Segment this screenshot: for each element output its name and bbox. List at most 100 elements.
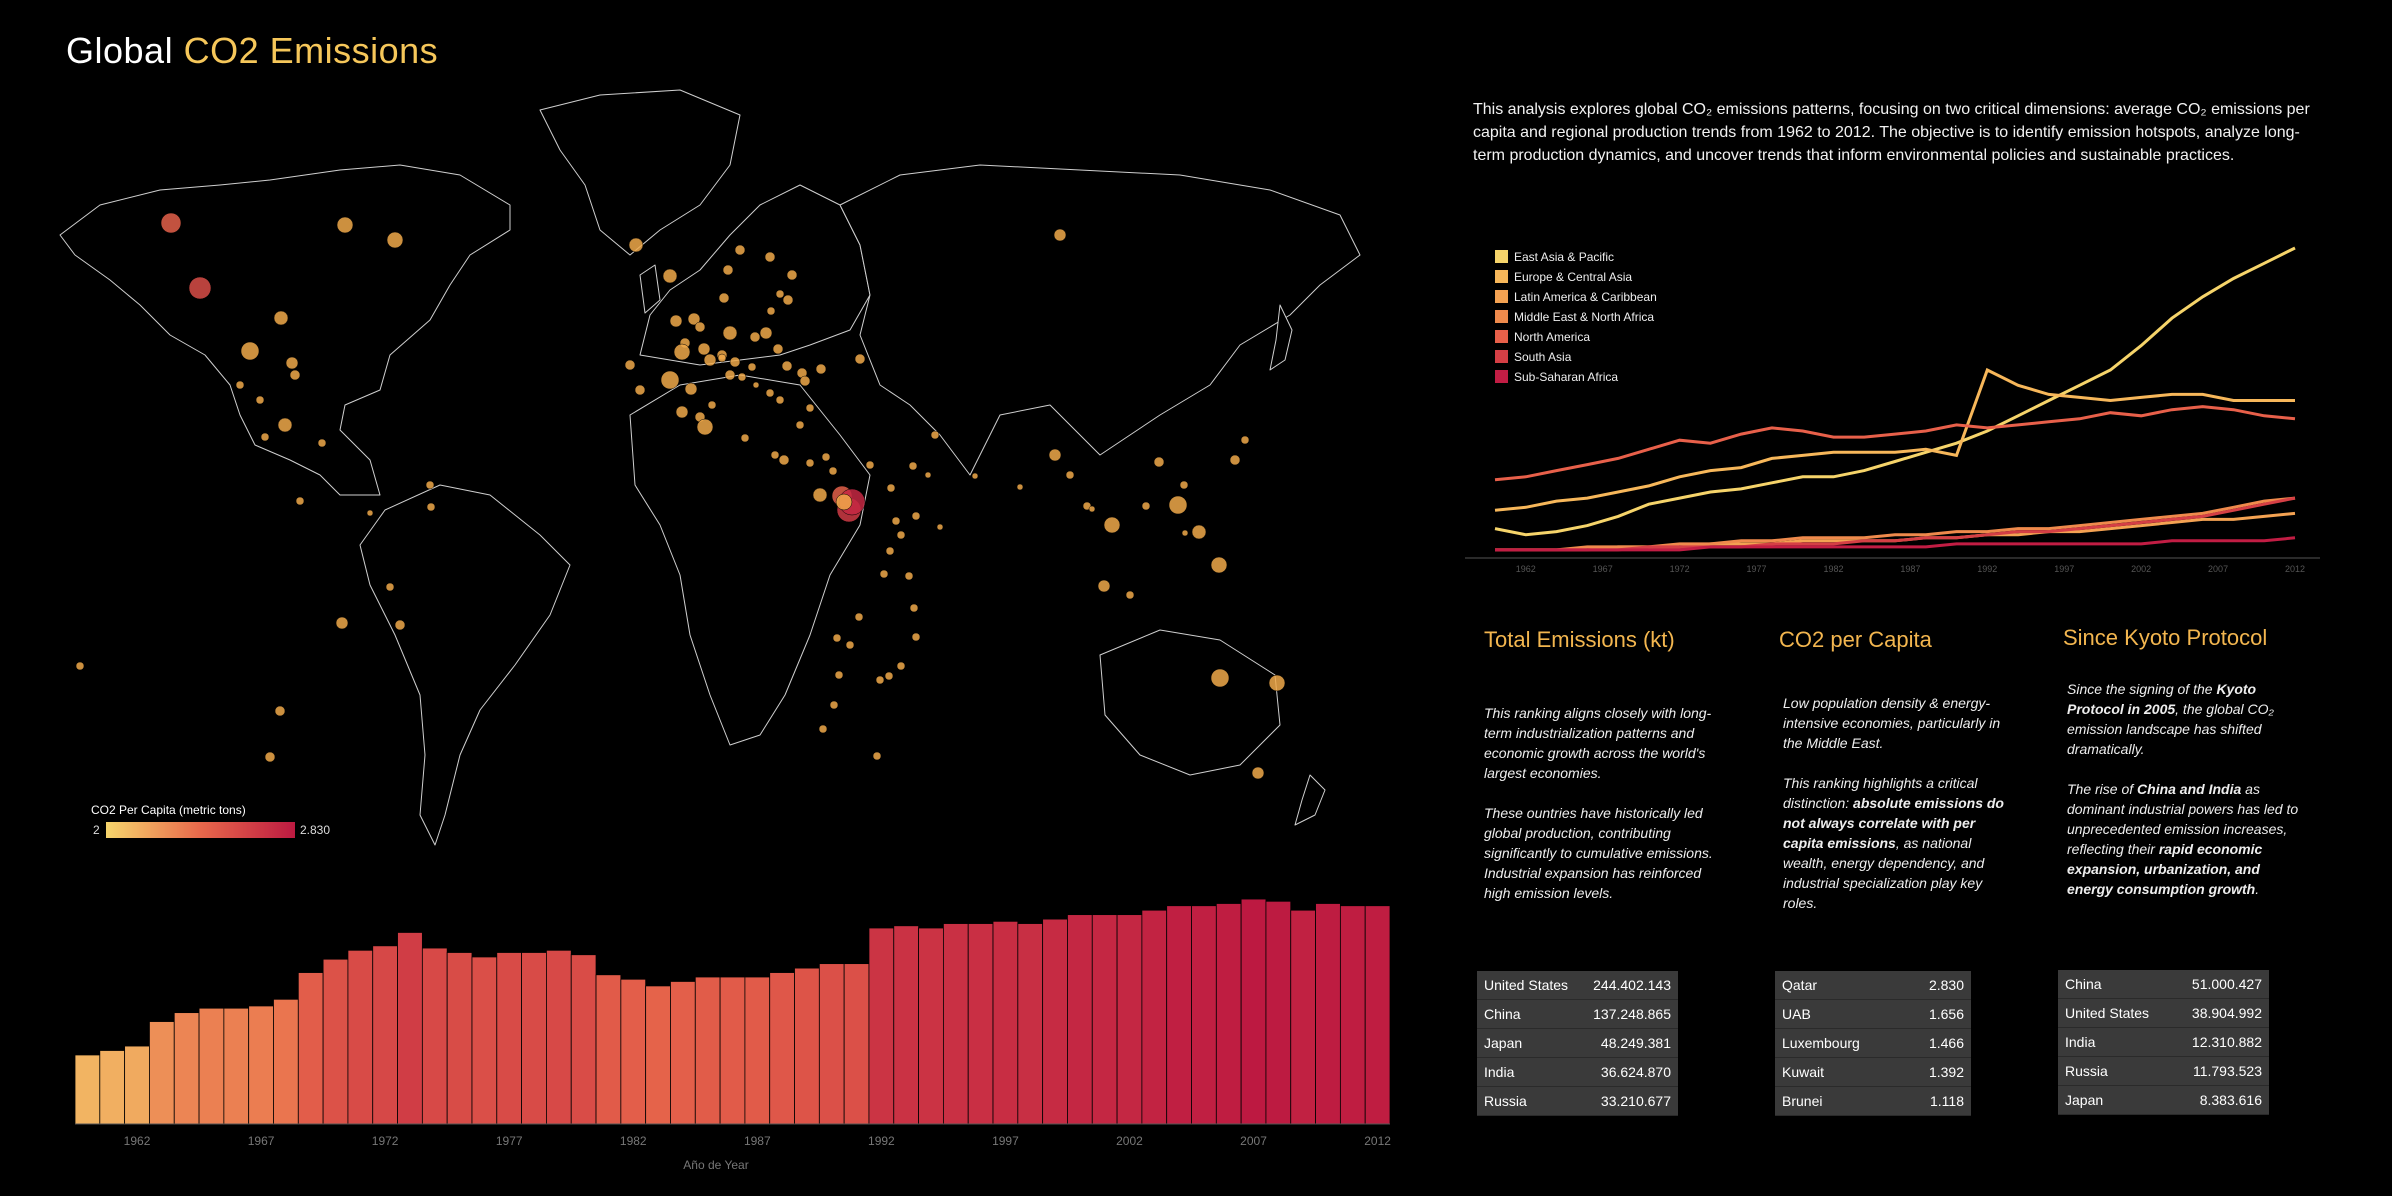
country-bubble[interactable] xyxy=(834,670,844,680)
country-bubble[interactable] xyxy=(885,546,895,556)
series-line-6[interactable] xyxy=(1495,536,2296,552)
country-bubble[interactable] xyxy=(879,569,889,579)
country-bubble[interactable] xyxy=(911,511,921,521)
country-bubble[interactable] xyxy=(160,212,182,234)
country-bubble[interactable] xyxy=(832,633,842,643)
country-bubble[interactable] xyxy=(1153,456,1165,468)
bar-1987[interactable] xyxy=(744,976,771,1125)
bar-1995[interactable] xyxy=(942,923,969,1125)
world-map[interactable] xyxy=(40,55,1400,860)
country-bubble[interactable] xyxy=(886,483,896,493)
country-bubble[interactable] xyxy=(718,292,730,304)
bar-1961[interactable] xyxy=(99,1050,126,1125)
country-bubble[interactable] xyxy=(673,343,691,361)
bar-1993[interactable] xyxy=(893,925,919,1125)
country-bubble[interactable] xyxy=(277,417,293,433)
country-bubble[interactable] xyxy=(273,310,289,326)
country-bubble[interactable] xyxy=(1181,529,1189,537)
country-bubble[interactable] xyxy=(924,471,932,479)
bar-1972[interactable] xyxy=(372,945,398,1125)
country-bubble[interactable] xyxy=(385,582,395,592)
bar-2000[interactable] xyxy=(1067,914,1093,1125)
country-bubble[interactable] xyxy=(821,452,831,462)
series-line-0[interactable] xyxy=(1494,246,2296,537)
country-bubble[interactable] xyxy=(675,405,689,419)
bar-2007[interactable] xyxy=(1240,898,1267,1125)
country-bubble[interactable] xyxy=(854,612,864,622)
country-bubble[interactable] xyxy=(818,724,828,734)
country-bubble[interactable] xyxy=(1125,590,1135,600)
country-bubble[interactable] xyxy=(766,306,776,316)
country-bubble[interactable] xyxy=(875,675,885,685)
bar-2008[interactable] xyxy=(1265,900,1292,1125)
country-bubble[interactable] xyxy=(707,400,717,410)
country-bubble[interactable] xyxy=(1016,483,1024,491)
country-bubble[interactable] xyxy=(782,294,794,306)
bar-1964[interactable] xyxy=(173,1012,200,1125)
country-bubble[interactable] xyxy=(274,705,286,717)
bar-1971[interactable] xyxy=(347,949,374,1125)
regional-trends-line-chart[interactable]: 1962 1967 1972 1977 1982 1987 1992 1997 2002 2007… xyxy=(1450,230,2330,580)
country-bubble[interactable] xyxy=(1191,524,1207,540)
bar-1969[interactable] xyxy=(297,972,324,1125)
country-bubble[interactable] xyxy=(662,268,678,284)
country-bubble[interactable] xyxy=(624,359,636,371)
country-bubble[interactable] xyxy=(815,363,827,375)
country-bubble[interactable] xyxy=(896,530,906,540)
country-bubble[interactable] xyxy=(936,523,944,531)
country-bubble[interactable] xyxy=(1088,505,1096,513)
bar-2011[interactable] xyxy=(1339,905,1366,1125)
legend-item[interactable]: Middle East & North Africa xyxy=(1495,310,1654,324)
bar-2010[interactable] xyxy=(1315,903,1341,1125)
bar-1978[interactable] xyxy=(521,952,547,1125)
country-bubble[interactable] xyxy=(426,502,436,512)
country-bubble[interactable] xyxy=(335,616,349,630)
country-bubble[interactable] xyxy=(295,496,305,506)
country-bubble[interactable] xyxy=(911,632,921,642)
bar-1985[interactable] xyxy=(694,976,721,1125)
bar-2012[interactable] xyxy=(1364,905,1391,1125)
country-bubble[interactable] xyxy=(737,372,747,382)
bar-1992[interactable] xyxy=(868,927,895,1125)
country-bubble[interactable] xyxy=(660,370,680,390)
country-bubble[interactable] xyxy=(1179,480,1189,490)
bar-1999[interactable] xyxy=(1042,918,1068,1125)
country-bubble[interactable] xyxy=(752,381,760,389)
bar-1982[interactable] xyxy=(620,978,647,1125)
bar-2002[interactable] xyxy=(1116,914,1143,1125)
country-bubble[interactable] xyxy=(829,700,839,710)
country-bubble[interactable] xyxy=(854,353,866,365)
bar-1975[interactable] xyxy=(446,952,473,1125)
country-bubble[interactable] xyxy=(1210,556,1228,574)
country-bubble[interactable] xyxy=(1168,495,1188,515)
bar-1990[interactable] xyxy=(818,963,845,1125)
bar-1997[interactable] xyxy=(992,920,1019,1125)
country-bubble[interactable] xyxy=(828,466,838,476)
bar-1996[interactable] xyxy=(967,923,994,1125)
bar-2004[interactable] xyxy=(1166,905,1192,1125)
country-bubble[interactable] xyxy=(1229,454,1241,466)
country-bubble[interactable] xyxy=(729,356,741,368)
country-bubble[interactable] xyxy=(775,395,785,405)
country-bubble[interactable] xyxy=(1240,435,1250,445)
country-bubble[interactable] xyxy=(795,420,805,430)
country-bubble[interactable] xyxy=(255,395,265,405)
bar-1960[interactable] xyxy=(74,1054,101,1125)
country-bubble[interactable] xyxy=(317,438,327,448)
bar-1983[interactable] xyxy=(645,985,671,1125)
country-bubble[interactable] xyxy=(884,671,894,681)
country-bubble[interactable] xyxy=(240,341,260,361)
bar-1979[interactable] xyxy=(546,949,572,1125)
country-bubble[interactable] xyxy=(1251,766,1265,780)
country-bubble[interactable] xyxy=(696,418,714,436)
country-bubble[interactable] xyxy=(805,458,815,468)
bar-1963[interactable] xyxy=(149,1021,175,1125)
country-bubble[interactable] xyxy=(835,493,853,511)
bar-1976[interactable] xyxy=(471,956,498,1125)
bar-1991[interactable] xyxy=(843,963,870,1125)
bar-1998[interactable] xyxy=(1017,923,1044,1125)
country-bubble[interactable] xyxy=(908,461,918,471)
country-bubble[interactable] xyxy=(909,603,919,613)
series-line-1[interactable] xyxy=(1494,367,2295,512)
country-bubble[interactable] xyxy=(759,326,773,340)
